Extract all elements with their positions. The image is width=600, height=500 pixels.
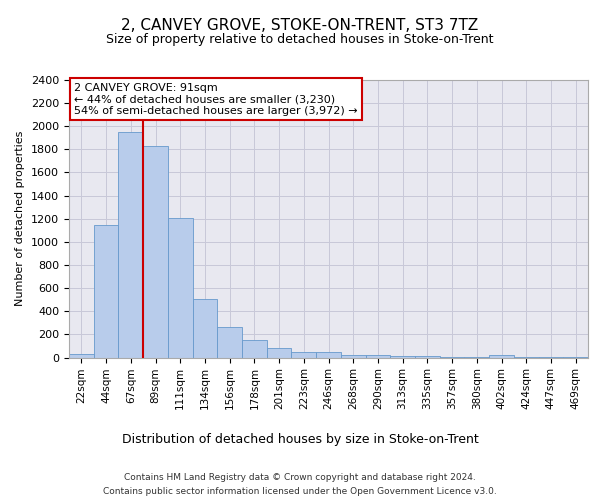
Bar (341, 355, 365, 358)
Bar (118, 132, 143, 358)
Bar (489, 355, 514, 358)
Text: Contains HM Land Registry data © Crown copyright and database right 2024.: Contains HM Land Registry data © Crown c… (124, 472, 476, 482)
Bar (143, 146, 168, 358)
Bar (242, 340, 267, 357)
Bar (316, 352, 341, 358)
Y-axis label: Number of detached properties: Number of detached properties (16, 131, 25, 306)
Text: 2, CANVEY GROVE, STOKE-ON-TRENT, ST3 7TZ: 2, CANVEY GROVE, STOKE-ON-TRENT, ST3 7TZ (121, 18, 479, 32)
Bar (292, 352, 316, 358)
Bar (440, 356, 464, 358)
Text: 2 CANVEY GROVE: 91sqm
← 44% of detached houses are smaller (3,230)
54% of semi-d: 2 CANVEY GROVE: 91sqm ← 44% of detached … (74, 83, 358, 116)
Bar (193, 298, 217, 358)
Bar (217, 327, 242, 358)
Bar (168, 218, 193, 358)
Text: Distribution of detached houses by size in Stoke-on-Trent: Distribution of detached houses by size … (122, 432, 478, 446)
Bar (365, 355, 390, 358)
Bar (390, 356, 415, 358)
Text: Contains public sector information licensed under the Open Government Licence v3: Contains public sector information licen… (103, 488, 497, 496)
Bar (94, 224, 118, 358)
Bar (69, 354, 94, 358)
Bar (464, 357, 489, 358)
Bar (267, 348, 292, 358)
Bar (415, 356, 440, 358)
Text: Size of property relative to detached houses in Stoke-on-Trent: Size of property relative to detached ho… (106, 32, 494, 46)
